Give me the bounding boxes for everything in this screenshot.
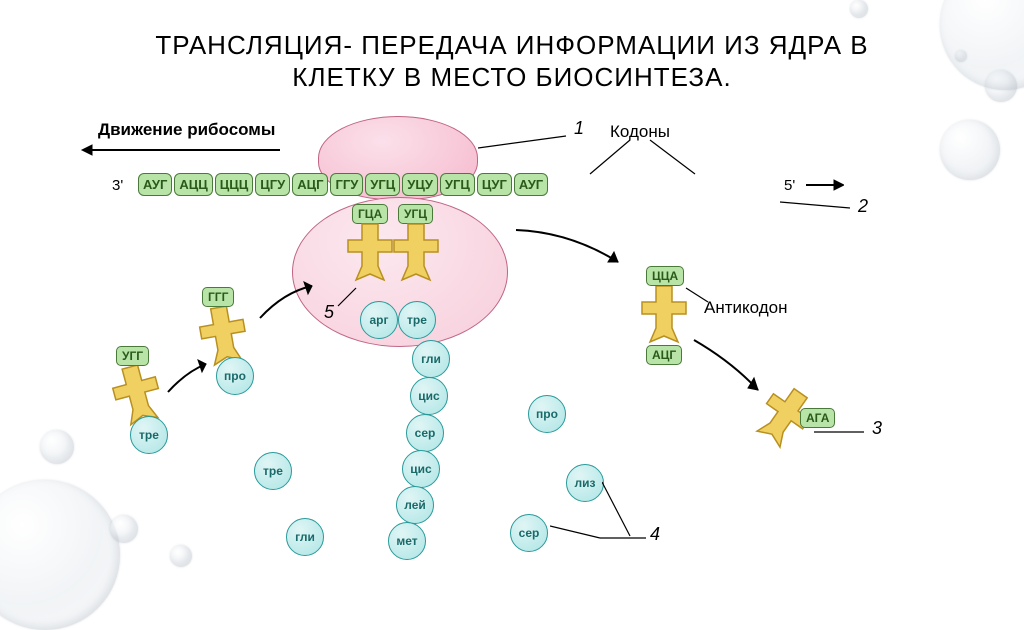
amino-acid: мет bbox=[388, 522, 426, 560]
page-title-line2: КЛЕТКУ В МЕСТО БИОСИНТЕЗА. bbox=[0, 62, 1024, 93]
num-1: 1 bbox=[574, 118, 584, 139]
amino-acid: цис bbox=[410, 377, 448, 415]
codon: АЦЦ bbox=[174, 173, 212, 196]
trna-anticodon: УГГ bbox=[116, 346, 149, 366]
num-5: 5 bbox=[324, 302, 334, 323]
released-trna-anticodon: АГА bbox=[800, 408, 835, 428]
codons-leader-lines bbox=[580, 138, 720, 178]
codon: АЦГ bbox=[292, 173, 328, 196]
exit-arrow-1 bbox=[510, 222, 630, 272]
codon: АУГ bbox=[514, 173, 548, 196]
leader-4b bbox=[602, 480, 642, 538]
page-title-line1: ТРАНСЛЯЦИЯ- ПЕРЕДАЧА ИНФОРМАЦИИ ИЗ ЯДРА … bbox=[0, 30, 1024, 61]
exit-arrow-2 bbox=[688, 334, 768, 400]
ribosome-arrow-icon bbox=[80, 142, 290, 158]
leader-3 bbox=[814, 428, 868, 442]
num-2: 2 bbox=[858, 196, 868, 217]
amino-acid: лей bbox=[396, 486, 434, 524]
amino-acid-free: сер bbox=[510, 514, 548, 552]
trna-anticodon: ГГГ bbox=[202, 287, 234, 307]
codon: УЦУ bbox=[402, 173, 438, 196]
water-bubble bbox=[940, 120, 1000, 180]
leader-2 bbox=[780, 198, 854, 212]
water-bubble bbox=[850, 0, 868, 18]
codon: УГЦ bbox=[365, 173, 400, 196]
codon: ЦУГ bbox=[477, 173, 512, 196]
mrna-codon-strip: АУГАЦЦЦЦЦЦГУАЦГГГУУГЦУЦУУГЦЦУГАУГ bbox=[138, 173, 548, 196]
num-4: 4 bbox=[650, 524, 660, 545]
trna-on-ribosome-1 bbox=[344, 222, 396, 284]
anticodon-leader bbox=[684, 286, 710, 306]
free-trna-anticodon: ЦЦА bbox=[646, 266, 684, 286]
codon: ЦЦЦ bbox=[215, 173, 254, 196]
amino-acid: арг bbox=[360, 301, 398, 339]
ribosome-movement-label: Движение рибосомы bbox=[98, 120, 275, 140]
amino-acid: гли bbox=[412, 340, 450, 378]
anticodon-on-ribosome-1: ГЦА bbox=[352, 204, 388, 224]
amino-acid: сер bbox=[406, 414, 444, 452]
codon: ГГУ bbox=[330, 173, 363, 196]
amino-acid: про bbox=[216, 357, 254, 395]
trna-on-ribosome-2 bbox=[390, 222, 442, 284]
incoming-arrow-2 bbox=[254, 278, 324, 328]
amino-acid-free: про bbox=[528, 395, 566, 433]
amino-acid-free: лиз bbox=[566, 464, 604, 502]
translation-diagram: Движение рибосомы Кодоны 3' АУГАЦЦЦЦЦЦГУ… bbox=[90, 120, 934, 540]
free-trna-amino-boxed: АЦГ bbox=[646, 345, 682, 365]
amino-acid: тре bbox=[130, 416, 168, 454]
anticodon-label: Антикодон bbox=[704, 298, 787, 318]
amino-acid: тре bbox=[398, 301, 436, 339]
five-prime-label: 5' bbox=[784, 177, 795, 194]
num-3: 3 bbox=[872, 418, 882, 439]
amino-acid: цис bbox=[402, 450, 440, 488]
amino-acid-free: гли bbox=[286, 518, 324, 556]
leader-1 bbox=[478, 132, 570, 152]
incoming-arrow-1 bbox=[162, 356, 218, 400]
amino-acid-free: тре bbox=[254, 452, 292, 490]
three-prime-label: 3' bbox=[112, 177, 123, 194]
codon: УГЦ bbox=[440, 173, 475, 196]
mrna-arrow-icon bbox=[804, 178, 844, 192]
trna-free bbox=[638, 284, 690, 346]
codon: ЦГУ bbox=[255, 173, 290, 196]
water-bubble bbox=[170, 545, 192, 567]
anticodon-on-ribosome-2: УГЦ bbox=[398, 204, 433, 224]
water-bubble bbox=[40, 430, 74, 464]
codon: АУГ bbox=[138, 173, 172, 196]
leader-5 bbox=[336, 286, 360, 310]
